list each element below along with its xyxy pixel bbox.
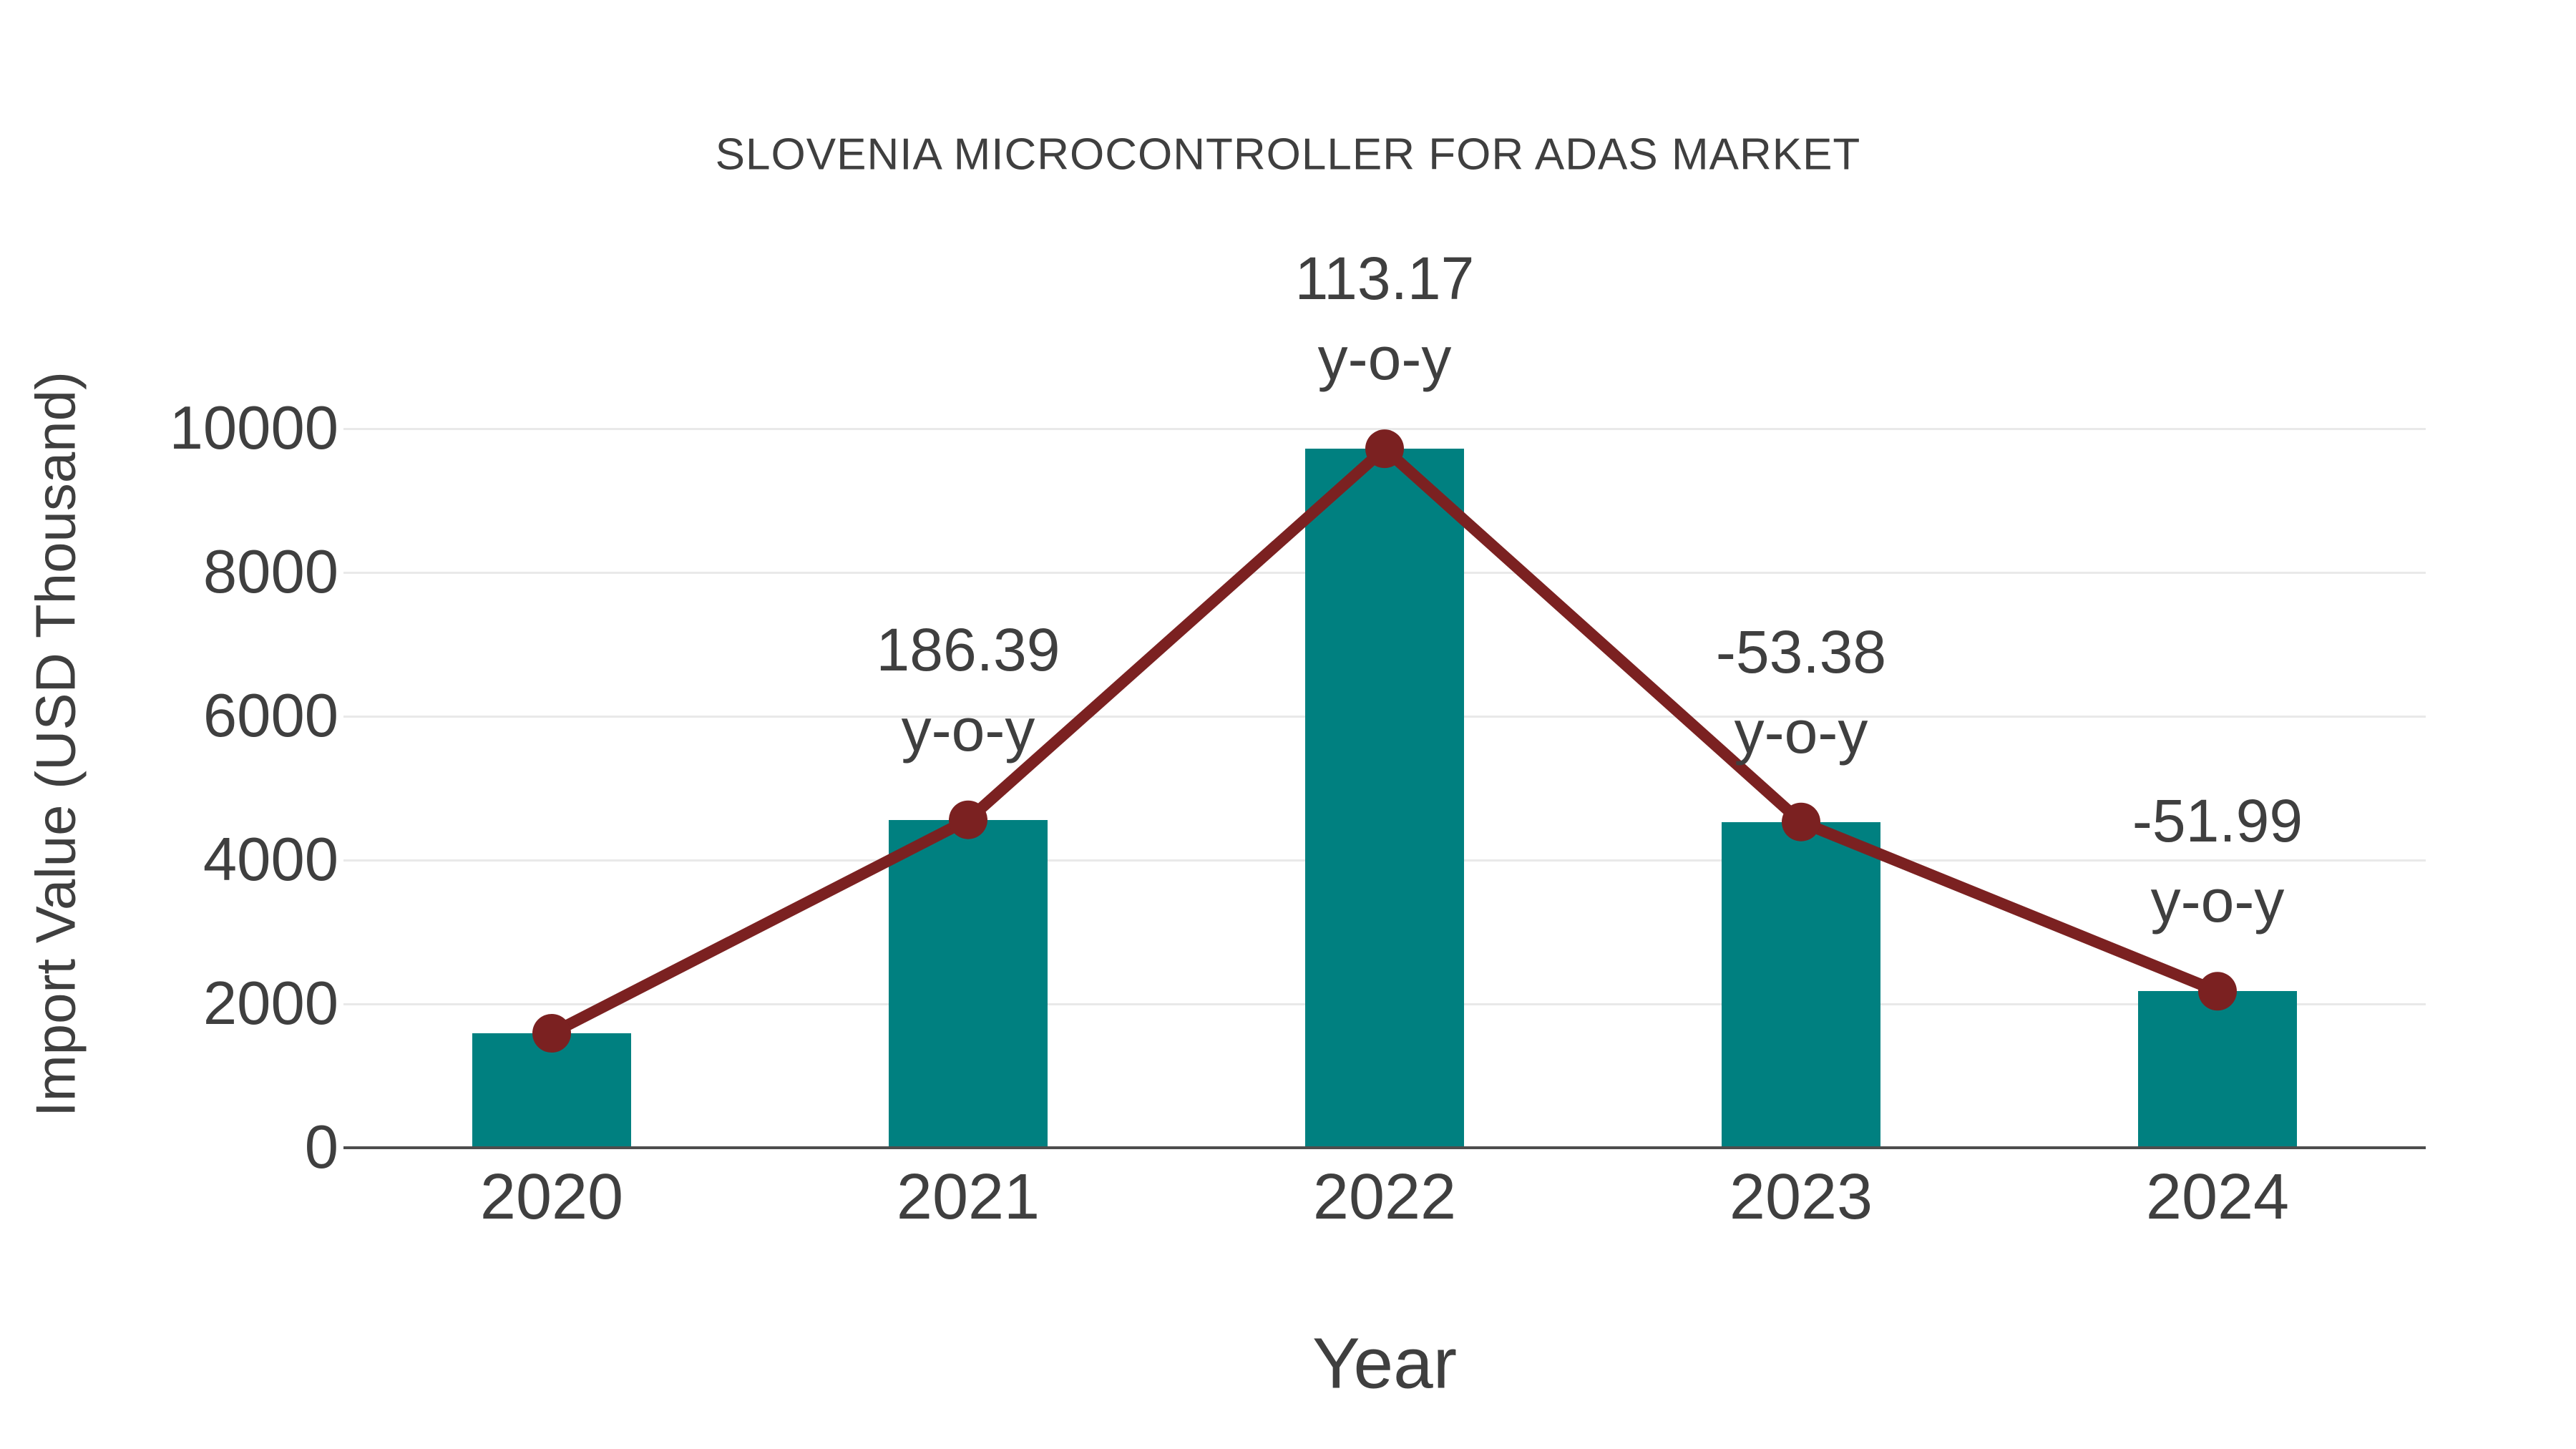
yoy-suffix: y-o-y bbox=[2150, 867, 2285, 935]
yoy-suffix: y-o-y bbox=[1317, 325, 1452, 393]
x-tick-label-2024: 2024 bbox=[2145, 1161, 2290, 1233]
x-tick-label-2020: 2020 bbox=[479, 1161, 624, 1233]
gridline bbox=[343, 427, 2426, 430]
x-tick-label-2022: 2022 bbox=[1312, 1161, 1457, 1233]
y-tick-label: 0 bbox=[304, 1113, 338, 1181]
data-point-2024 bbox=[2198, 972, 2237, 1011]
chart-title: SLOVENIA MICROCONTROLLER FOR ADAS MARKET bbox=[715, 130, 1861, 180]
trend-line-layer bbox=[532, 429, 2237, 1053]
yoy-value: 186.39 bbox=[876, 615, 1060, 683]
y-tick-label: 10000 bbox=[169, 394, 338, 462]
bar-2022 bbox=[1305, 449, 1464, 1148]
yoy-annotation-2022: 113.17 y-o-y bbox=[1176, 238, 1593, 399]
x-axis-line bbox=[343, 1146, 2426, 1149]
data-point-2022 bbox=[1365, 429, 1404, 469]
data-point-2020 bbox=[532, 1014, 571, 1053]
x-axis-title: Year bbox=[1312, 1323, 1458, 1404]
y-tick-label: 2000 bbox=[203, 970, 338, 1038]
plot-area: 186.39 y-o-y 113.17 y-o-y -53.38 y-o-y -51.99 y… bbox=[343, 245, 2426, 1149]
yoy-suffix: y-o-y bbox=[901, 696, 1035, 763]
y-tick-label: 4000 bbox=[203, 826, 338, 894]
yoy-annotation-2023: -53.38 y-o-y bbox=[1593, 612, 2009, 772]
yoy-suffix: y-o-y bbox=[1734, 698, 1868, 766]
bar-2023 bbox=[1722, 821, 1880, 1148]
yoy-value: -53.38 bbox=[1715, 618, 1887, 686]
x-tick-label-2021: 2021 bbox=[896, 1161, 1040, 1233]
y-tick-label: 6000 bbox=[203, 682, 338, 750]
x-tick-label-2023: 2023 bbox=[1729, 1161, 1873, 1233]
yoy-value: -51.99 bbox=[2132, 787, 2303, 855]
data-point-2023 bbox=[1782, 802, 1820, 841]
yoy-value: 113.17 bbox=[1294, 245, 1475, 313]
y-axis-title: Import Value (USD Thousand) bbox=[24, 371, 87, 1117]
y-tick-label: 8000 bbox=[203, 538, 338, 606]
data-point-2021 bbox=[949, 800, 987, 839]
yoy-annotation-2021: 186.39 y-o-y bbox=[760, 610, 1176, 770]
yoy-annotation-2024: -51.99 y-o-y bbox=[2009, 781, 2426, 941]
bar-2024 bbox=[2138, 991, 2297, 1148]
bar-2021 bbox=[889, 819, 1048, 1148]
